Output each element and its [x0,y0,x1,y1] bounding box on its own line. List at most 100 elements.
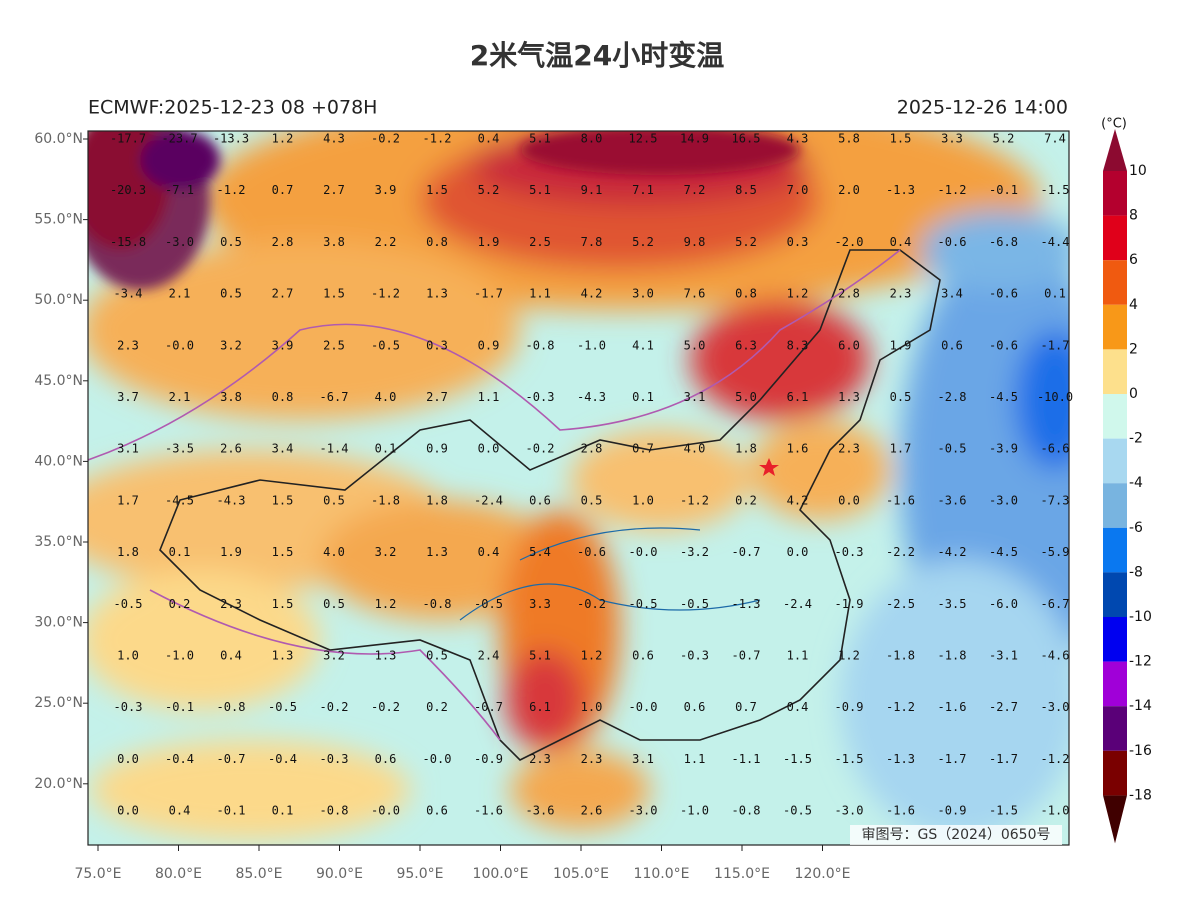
grid-value: -1.2 [371,287,400,301]
grid-value: 2.8 [581,442,603,456]
grid-value: -0.8 [732,804,761,818]
grid-value: -1.3 [886,183,915,197]
colorbar-segment [1103,483,1127,528]
grid-value: -1.0 [680,804,709,818]
grid-value: 14.9 [680,132,709,146]
grid-value: -3.6 [526,804,555,818]
grid-value: 9.1 [581,183,603,197]
grid-value: 0.1 [272,804,294,818]
grid-value: 2.7 [323,183,345,197]
grid-value: -0.3 [526,390,555,404]
grid-value: -0.2 [320,700,349,714]
grid-value: 5.0 [684,338,706,352]
grid-value: -0.2 [577,597,606,611]
grid-value: -3.4 [114,287,143,301]
lat-label: 55.0°N [34,212,83,228]
grid-value: 1.5 [272,493,294,507]
grid-value: -0.9 [474,752,503,766]
grid-value: 2.8 [838,287,860,301]
grid-value: 2.5 [323,338,345,352]
grid-value: 4.0 [375,390,397,404]
grid-value: -1.2 [1041,752,1070,766]
grid-value: -1.0 [577,338,606,352]
grid-value: 2.6 [581,804,603,818]
grid-value: 2.3 [117,338,139,352]
grid-value: 3.9 [272,338,294,352]
grid-value: -3.5 [938,597,967,611]
grid-value: 1.5 [426,183,448,197]
grid-value: -0.1 [989,183,1018,197]
grid-value: -5.9 [1041,545,1070,559]
grid-value: -1.0 [1041,804,1070,818]
grid-value: -0.9 [938,804,967,818]
grid-value: 3.1 [632,752,654,766]
grid-value: -3.2 [680,545,709,559]
grid-value: 2.8 [272,235,294,249]
grid-value: -0.8 [217,700,246,714]
grid-value: -0.8 [526,338,555,352]
valid-time: 2025-12-26 14:00 [897,97,1068,119]
grid-value: -0.5 [938,442,967,456]
grid-value: -0.5 [474,597,503,611]
grid-value: 2.5 [529,235,551,249]
grid-value: 5.1 [529,132,551,146]
grid-value: 1.5 [890,132,912,146]
grid-value: -4.6 [1041,649,1070,663]
grid-value: 1.1 [478,390,500,404]
grid-value: 5.4 [529,545,551,559]
grid-value: 0.1 [375,442,397,456]
grid-value: 9.8 [684,235,706,249]
grid-value: 3.0 [632,287,654,301]
grid-value: -23.7 [161,132,197,146]
grid-value: -20.3 [110,183,146,197]
grid-value: 1.2 [375,597,397,611]
grid-value: -1.2 [938,183,967,197]
plot-frame [87,130,1070,846]
grid-value: -3.0 [835,804,864,818]
grid-value: 2.3 [220,597,242,611]
grid-value: -1.1 [732,752,761,766]
grid-value: -7.3 [1041,493,1070,507]
grid-value: 0.0 [478,442,500,456]
grid-value: -2.2 [886,545,915,559]
grid-value: 5.1 [529,183,551,197]
grid-value: 0.0 [117,752,139,766]
colorbar-segment [1103,394,1127,439]
grid-value: 7.8 [581,235,603,249]
grid-value: 7.1 [632,183,654,197]
grid-value: -4.5 [989,390,1018,404]
colorbar-segment [1103,215,1127,261]
grid-value: 2.3 [529,752,551,766]
grid-value: -0.5 [680,597,709,611]
colorbar-label: 8 [1129,208,1138,224]
grid-value: 5.2 [632,235,654,249]
grid-value: -1.2 [423,132,452,146]
grid-value: 2.0 [838,183,860,197]
grid-value: -0.1 [165,700,194,714]
grid-value: 3.9 [375,183,397,197]
grid-value: -4.4 [1041,235,1070,249]
grid-value: -1.6 [886,493,915,507]
grid-value: -0.5 [268,700,297,714]
grid-value: -0.7 [474,700,503,714]
grid-value: 1.1 [529,287,551,301]
grid-value: 4.3 [787,132,809,146]
grid-value: -1.7 [1041,338,1070,352]
colorbar-segment [1103,572,1127,617]
grid-value: 1.8 [735,442,757,456]
grid-value: -2.5 [886,597,915,611]
grid-value: 5.8 [838,132,860,146]
grid-value: 1.2 [581,649,603,663]
grid-value: -1.3 [732,597,761,611]
grid-value: -0.0 [165,338,194,352]
lat-label: 40.0°N [34,453,83,469]
grid-value: 1.9 [220,545,242,559]
grid-value: 16.5 [732,132,761,146]
grid-value: 1.3 [272,649,294,663]
grid-value: 2.6 [220,442,242,456]
grid-value: -0.5 [783,804,812,818]
grid-value: 0.4 [220,649,242,663]
grid-value: -0.5 [629,597,658,611]
grid-value: -0.6 [577,545,606,559]
grid-value: -1.0 [165,649,194,663]
